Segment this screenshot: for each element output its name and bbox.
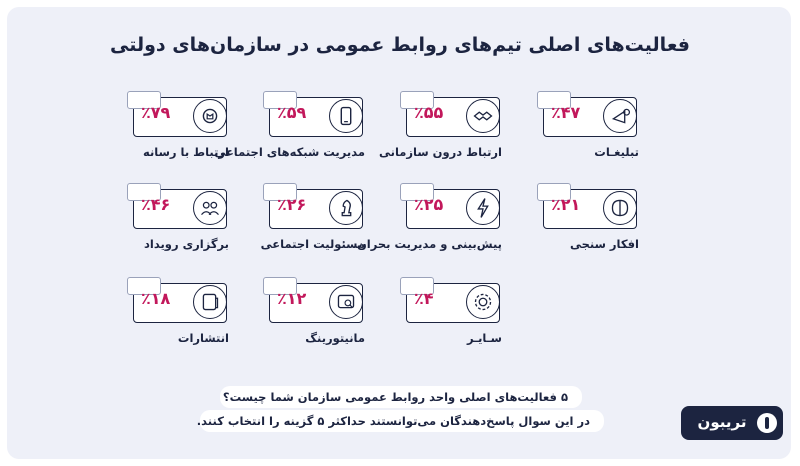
- card-tab: [127, 183, 161, 201]
- activity-label: افکار سنجی: [569, 237, 639, 251]
- percent-value: ٪۵۹: [277, 103, 307, 122]
- percent-value: ٪۱۸: [141, 289, 171, 308]
- card-tab: [127, 91, 161, 109]
- activity-card: ٪۱۸ انتشارات: [127, 277, 229, 345]
- monitor-icon: [329, 285, 363, 319]
- activity-label: ارتباط با رسانه: [142, 145, 229, 159]
- percent-value: ٪۲۵: [414, 195, 444, 214]
- activity-card: ٪۱۲ مانیتورینگ: [263, 277, 365, 345]
- activity-label: مدیریت شبکه‌های اجتماعی: [214, 145, 365, 159]
- percent-value: ٪۴: [414, 289, 434, 308]
- activity-card: ٪۲۱ افکار سنجی: [537, 183, 639, 251]
- chess-icon: [329, 191, 363, 225]
- people-icon: [193, 191, 227, 225]
- activity-label: ارتباط درون سازمانی: [379, 145, 502, 159]
- percent-value: ٪۴۷: [551, 103, 581, 122]
- tribune-logo: تریبون: [681, 406, 783, 440]
- page-title: فعالیت‌های اصلی تیم‌های روابط عمومی در س…: [109, 34, 690, 56]
- card-tab: [127, 277, 161, 295]
- activity-label: سـایـر: [467, 331, 502, 345]
- card-tab: [537, 91, 571, 109]
- activity-label: انتشارات: [177, 331, 229, 345]
- percent-value: ٪۲۱: [551, 195, 581, 214]
- survey-question: ۵ فعالیت‌های اصلی واحد روابط عمومی سازما…: [220, 386, 582, 408]
- card-tab: [263, 183, 297, 201]
- gear-icon: [466, 285, 500, 319]
- card-tab: [537, 183, 571, 201]
- activity-label: مانیتورینگ: [305, 331, 365, 345]
- survey-note: در این سوال پاسخ‌دهندگان می‌توانستند حدا…: [197, 410, 604, 432]
- media-icon: [193, 99, 227, 133]
- logo-mark-icon: [757, 413, 777, 433]
- activity-card: ٪۴ سـایـر: [400, 277, 502, 345]
- percent-value: ٪۲۶: [277, 195, 307, 214]
- card-tab: [400, 91, 434, 109]
- activity-card: ٪۵۵ ارتباط درون سازمانی: [379, 91, 502, 159]
- activity-label: برگزاری رویداد: [144, 237, 229, 251]
- activity-label: پیش‌بینی و مدیریت بحران: [356, 237, 502, 251]
- activity-label: تبلیغـات: [594, 145, 639, 159]
- percent-value: ٪۴۶: [141, 195, 171, 214]
- card-tab: [263, 91, 297, 109]
- handshake-icon: [466, 99, 500, 133]
- logo-text: تریبون: [697, 413, 747, 431]
- infographic-frame: [7, 7, 791, 459]
- card-tab: [400, 277, 434, 295]
- brain-icon: [603, 191, 637, 225]
- activity-card: ٪۲۶ مسئولیت اجتماعی: [261, 183, 365, 251]
- percent-value: ٪۵۵: [414, 103, 444, 122]
- card-tab: [400, 183, 434, 201]
- lightning-icon: [466, 191, 500, 225]
- activity-card: ٪۴۶ برگزاری رویداد: [127, 183, 229, 251]
- card-tab: [263, 277, 297, 295]
- percent-value: ٪۱۲: [277, 289, 307, 308]
- activity-card: ٪۲۵ پیش‌بینی و مدیریت بحران: [357, 183, 502, 251]
- megaphone-icon: [603, 99, 637, 133]
- phone-icon: [329, 99, 363, 133]
- document-icon: [193, 285, 227, 319]
- percent-value: ٪۷۹: [141, 103, 171, 122]
- activity-card: ٪۷۹ ارتباط با رسانه: [127, 91, 229, 159]
- activity-label: مسئولیت اجتماعی: [260, 237, 365, 251]
- activity-card: ٪۴۷ تبلیغـات: [537, 91, 639, 159]
- activity-card: ٪۵۹ مدیریت شبکه‌های اجتماعی: [214, 91, 365, 159]
